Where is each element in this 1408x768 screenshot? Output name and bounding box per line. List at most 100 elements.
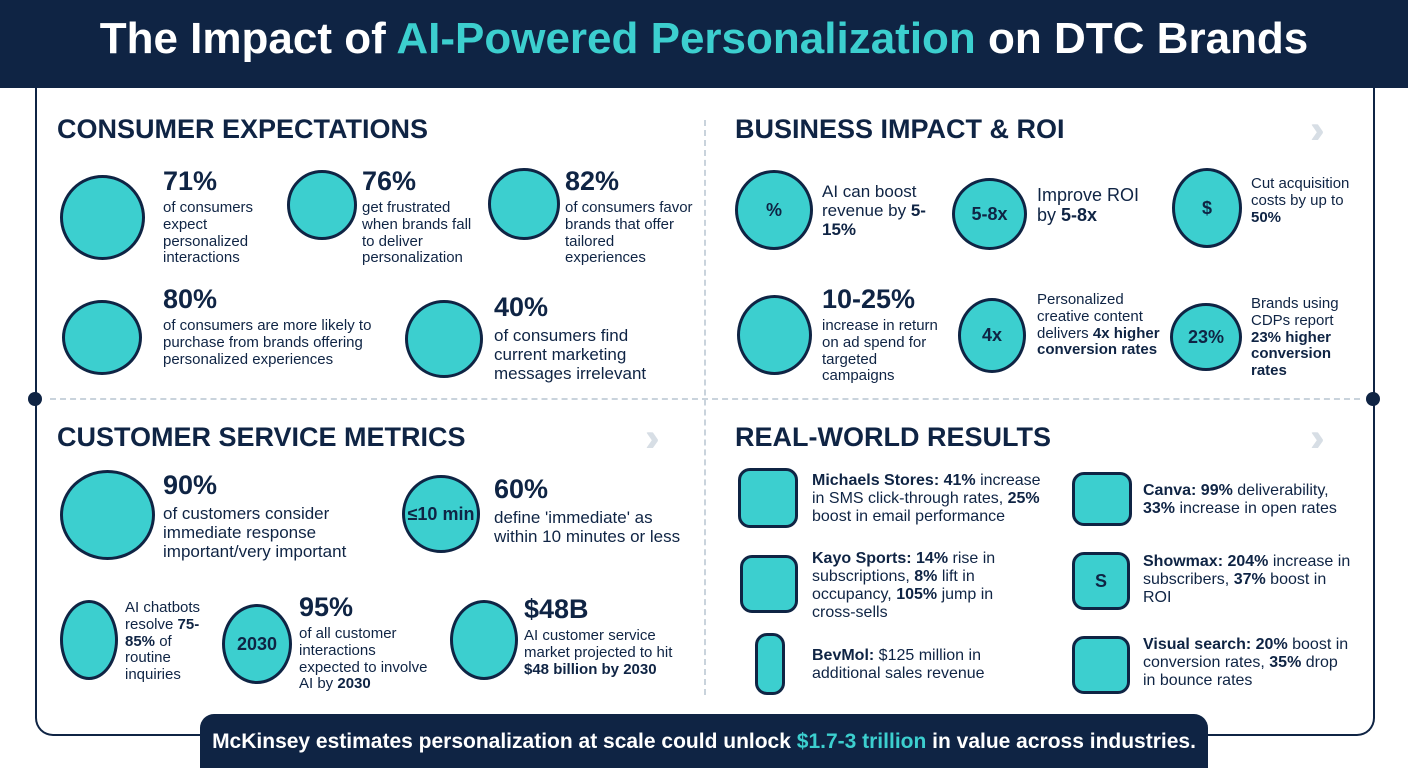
icon — [755, 633, 785, 695]
text-run: 50% — [1251, 208, 1282, 226]
title: The Impact of AI-Powered Personalization… — [0, 14, 1408, 64]
divider — [704, 120, 706, 695]
description: define 'immediate' as within 10 minutes … — [494, 508, 684, 546]
text-run: 35% — [1269, 653, 1302, 671]
stat: $48B — [524, 594, 589, 624]
text-run: increase in return on ad spend for targe… — [822, 317, 938, 385]
description: AI chatbots resolve 75-85% of routine in… — [125, 599, 205, 684]
text-run: 37% — [1233, 570, 1266, 588]
text-run: define 'immediate' as within 10 minutes … — [494, 508, 681, 547]
icon — [405, 300, 483, 378]
footer-banner — [200, 714, 1208, 768]
section-title: BUSINESS IMPACT & ROI — [735, 114, 1065, 144]
icon — [62, 300, 142, 375]
text-run: 75-85% — [125, 615, 200, 650]
icon — [287, 170, 357, 240]
header — [0, 0, 1408, 88]
chevron: ›› — [645, 416, 658, 460]
chevron: ›› — [1310, 416, 1323, 460]
text-run: 25% — [1007, 489, 1040, 507]
icon — [450, 600, 518, 680]
text-run: 5-15% — [822, 201, 926, 240]
icon — [60, 175, 145, 260]
section-title: CUSTOMER SERVICE METRICS — [57, 422, 466, 452]
text-run: Improve ROI by — [1037, 185, 1140, 226]
description: of customers consider immediate response… — [163, 504, 363, 561]
text-run: boost in email performance — [812, 507, 1005, 525]
icon: $ — [1172, 168, 1242, 248]
description: Michaels Stores: 41% increase in SMS cli… — [812, 472, 1052, 526]
text-run: deliverability, — [1232, 482, 1329, 499]
description: Canva: 99% deliverability, 33% increase … — [1143, 482, 1353, 518]
text-run: AI chatbots resolve — [125, 599, 201, 633]
section-title: CONSUMER EXPECTATIONS — [57, 114, 429, 144]
text-run: increase in subscribers, — [1143, 553, 1351, 588]
icon: 23% — [1170, 303, 1242, 371]
text-run: BevMol: — [812, 647, 875, 664]
description: of consumers find current marketing mess… — [494, 326, 664, 383]
description: AI customer service market projected to … — [524, 627, 674, 678]
icon — [737, 295, 812, 375]
icon — [738, 468, 798, 528]
text-run: of consumers expect personalized interac… — [163, 199, 254, 267]
icon: % — [735, 170, 813, 250]
text-run: rise in subscriptions, — [812, 550, 996, 585]
text-run: of customers consider immediate response… — [163, 504, 347, 562]
description: BevMol: $125 million in additional sales… — [812, 647, 1032, 683]
text-run: 23% higher conversion rates — [1251, 328, 1332, 380]
text-run: $1.7-3 trillion — [796, 730, 927, 753]
text-run: 4x higher conversion rates — [1037, 324, 1160, 359]
description: Kayo Sports: 14% rise in subscriptions, … — [812, 550, 1032, 622]
stat: 76% — [362, 166, 417, 196]
text-run: $125 million in additional sales revenue — [812, 647, 985, 682]
footer-text: McKinsey estimates personalization at sc… — [200, 730, 1208, 754]
text-run: Showmax: 204% — [1143, 553, 1269, 570]
description: of consumers favor brands that offer tai… — [565, 199, 695, 267]
text-run: The Impact of — [99, 14, 397, 63]
icon — [488, 168, 560, 240]
stat: 10-25% — [822, 284, 916, 314]
description: get frustrated when brands fall to deliv… — [362, 199, 482, 267]
text-run: of consumers find current marketing mess… — [494, 326, 647, 384]
icon: ≤10 min — [402, 475, 480, 553]
description: of all customer interactions expected to… — [299, 625, 439, 693]
description: of consumers are more likely to purchase… — [163, 317, 373, 368]
dot — [28, 392, 42, 406]
text-run: of consumers favor brands that offer tai… — [565, 199, 693, 267]
description: increase in return on ad spend for targe… — [822, 317, 952, 385]
icon: S — [1072, 552, 1130, 610]
stat: 40% — [494, 292, 549, 322]
text-run: Canva: 99% — [1143, 482, 1233, 499]
text-run: 105% — [896, 585, 938, 603]
section-title: REAL-WORLD RESULTS — [735, 422, 1051, 452]
text-run: jump in cross-sells — [812, 585, 994, 621]
chevron: ›› — [1310, 108, 1323, 152]
text-run: increase in SMS click-through rates, — [812, 472, 1041, 507]
description: AI can boost revenue by 5-15% — [822, 182, 932, 239]
stat: 95% — [299, 592, 354, 622]
text-run: Personalized creative content delivers — [1037, 291, 1143, 342]
icon — [740, 555, 798, 613]
dot — [1366, 392, 1380, 406]
icon — [1072, 636, 1130, 694]
text-run: drop in bounce rates — [1143, 653, 1338, 689]
description: Brands using CDPs report 23% higher conv… — [1251, 295, 1351, 380]
text-run: AI customer service market projected to … — [524, 627, 673, 661]
icon: 5-8x — [952, 178, 1027, 250]
stat: 60% — [494, 474, 549, 504]
icon — [1072, 472, 1132, 526]
text-run: AI can boost revenue by — [822, 182, 917, 221]
description: of consumers expect personalized interac… — [163, 199, 273, 267]
text-run: $48 billion by 2030 — [524, 660, 657, 678]
text-run: Michaels Stores: 41% — [812, 472, 976, 489]
text-run: Cut acquisition costs by up to — [1251, 175, 1350, 209]
description: Personalized creative content delivers 4… — [1037, 291, 1162, 359]
text-run: of consumers are more likely to purchase… — [163, 317, 372, 368]
stat: 90% — [163, 470, 218, 500]
text-run: 8% — [914, 567, 938, 585]
stat: 80% — [163, 284, 218, 314]
text-run: in value across industries. — [926, 730, 1196, 753]
description: Improve ROI by 5-8x — [1037, 185, 1162, 225]
text-run: increase in open rates — [1175, 499, 1337, 517]
